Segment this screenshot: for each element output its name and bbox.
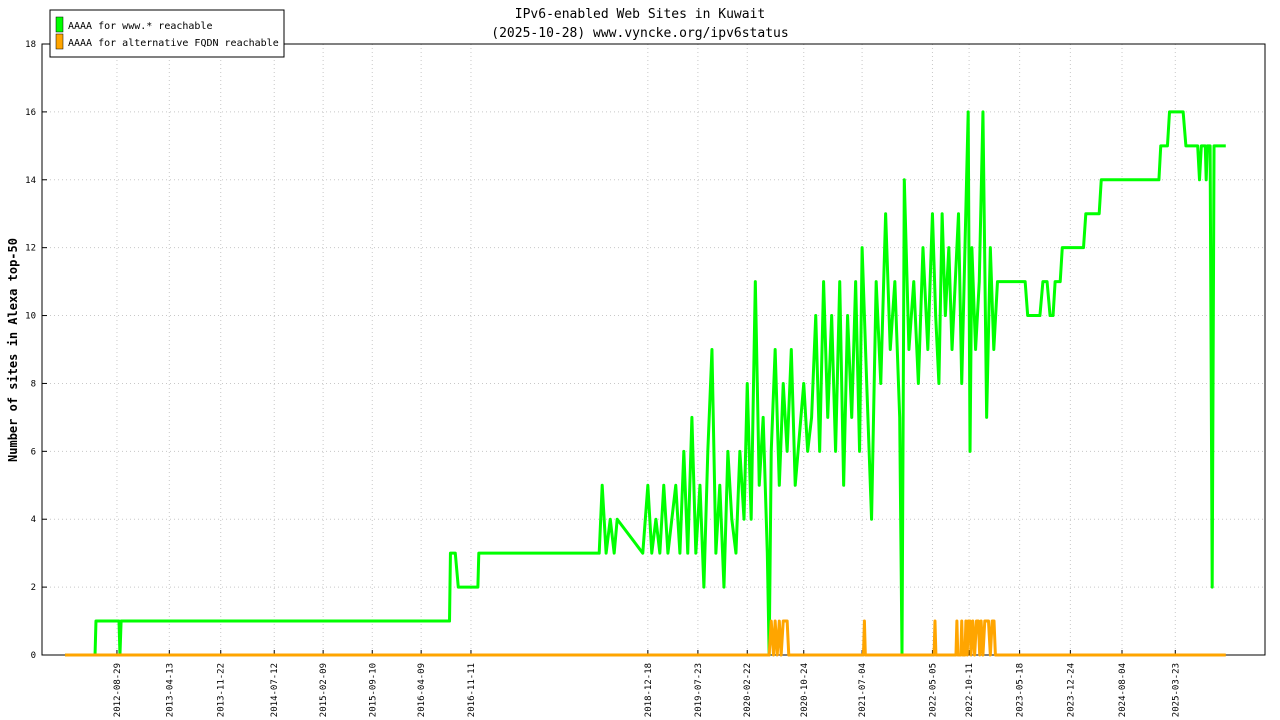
y-tick-label: 8 xyxy=(31,379,36,389)
legend: AAAA for www.* reachable AAAA for alterna… xyxy=(49,9,285,58)
y-tick-label: 18 xyxy=(25,40,36,50)
x-tick-label: 2018-12-18 xyxy=(644,663,654,717)
y-tick-label: 2 xyxy=(31,583,36,593)
x-tick-label: 2021-07-04 xyxy=(858,663,868,717)
legend-box xyxy=(49,9,285,58)
x-tick-label: 2016-04-09 xyxy=(417,663,427,717)
x-tick-label: 2013-04-13 xyxy=(165,663,175,717)
x-tick-label: 2022-10-11 xyxy=(965,663,975,717)
series-line xyxy=(65,110,1226,657)
y-tick-label: 10 xyxy=(25,312,36,322)
y-tick-label: 14 xyxy=(25,176,36,186)
x-tick-label: 2020-02-22 xyxy=(743,663,753,717)
y-tick-label: 6 xyxy=(31,447,36,457)
chart-subtitle: (2025-10-28) www.vyncke.org/ipv6status xyxy=(491,26,788,41)
x-tick-label: 2015-09-10 xyxy=(368,663,378,717)
legend-label: AAAA for alternative FQDN reachable xyxy=(68,38,279,49)
x-tick-label: 2023-12-24 xyxy=(1066,663,1076,717)
series-line xyxy=(65,619,1226,657)
y-tick-label: 0 xyxy=(31,651,36,661)
x-tick-label: 2015-02-09 xyxy=(319,663,329,717)
legend-label: AAAA for www.* reachable xyxy=(68,21,213,32)
x-tick-label: 2024-08-04 xyxy=(1118,663,1128,717)
y-tick-label: 4 xyxy=(31,515,36,525)
chart-title: IPv6-enabled Web Sites in Kuwait xyxy=(515,7,765,22)
x-tick-label: 2022-05-05 xyxy=(928,663,938,717)
x-tick-label: 2013-11-22 xyxy=(217,663,227,717)
legend-swatch xyxy=(55,16,64,33)
x-tick-label: 2016-11-11 xyxy=(467,663,477,717)
y-tick-label: 12 xyxy=(25,244,36,254)
y-tick-label: 16 xyxy=(25,108,36,118)
x-tick-label: 2012-08-29 xyxy=(113,663,123,717)
legend-swatch xyxy=(55,33,64,50)
x-tick-label: 2019-07-23 xyxy=(694,663,704,717)
x-tick-label: 2023-05-18 xyxy=(1016,663,1026,717)
x-tick-label: 2014-07-12 xyxy=(270,663,280,717)
y-axis-label: Number of sites in Alexa top-50 xyxy=(6,238,20,462)
x-tick-label: 2020-10-24 xyxy=(800,663,810,717)
x-tick-label: 2025-03-23 xyxy=(1171,663,1181,717)
